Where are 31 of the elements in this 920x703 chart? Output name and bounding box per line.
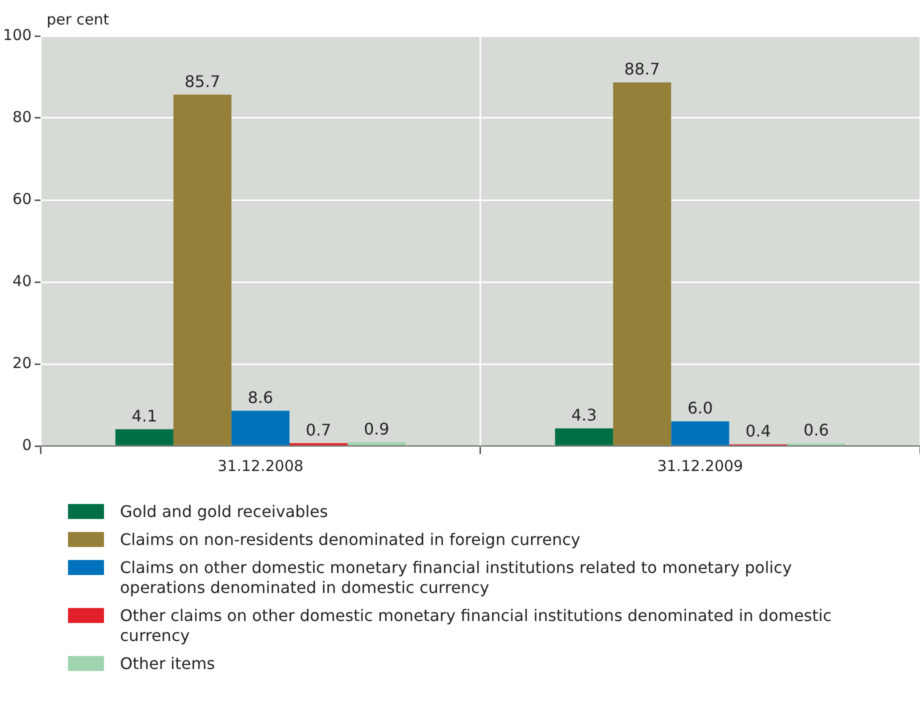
y-tick-label: 0: [22, 436, 32, 454]
text: 85.7: [184, 72, 220, 91]
y-tick-label: 100: [2, 26, 32, 44]
legend-label: Claims on non-residents denominated in foreign currency: [120, 530, 580, 550]
y-tick-label: 20: [12, 354, 32, 372]
text: 4.1: [132, 406, 158, 426]
bar: [231, 410, 290, 446]
text: 0.6: [804, 420, 829, 440]
x-tick-label: 31.12.2008: [218, 456, 304, 475]
bar: [671, 421, 730, 446]
text: 8.6: [248, 388, 274, 407]
text: 4.3: [571, 406, 597, 425]
legend-label: Claims on other domestic monetary financial institutions related to monetary policy operations denominated in domestic currency: [120, 558, 793, 598]
bar: [173, 94, 232, 446]
x-tick-label: 31.12.2009: [657, 456, 744, 475]
text: 6.0: [687, 398, 713, 418]
bar: [348, 442, 406, 446]
bar: [555, 428, 614, 446]
y-tick-label: 40: [12, 272, 32, 290]
legend-label: Gold and gold receivables: [120, 502, 328, 522]
bar: [613, 82, 672, 446]
text: 0.9: [364, 419, 390, 438]
y-tick-label: 60: [12, 190, 32, 208]
y-tick-label: 80: [12, 108, 32, 126]
text: 0.7: [306, 420, 332, 440]
text: 88.7: [624, 59, 660, 78]
y-axis-title: per cent: [46, 10, 110, 28]
legend-label: Other items: [120, 654, 215, 674]
bar: [115, 429, 174, 446]
text: 0.4: [745, 422, 771, 441]
legend-label: Other claims on other domestic monetary financial institutions denominated in domestic currency: [120, 606, 833, 646]
